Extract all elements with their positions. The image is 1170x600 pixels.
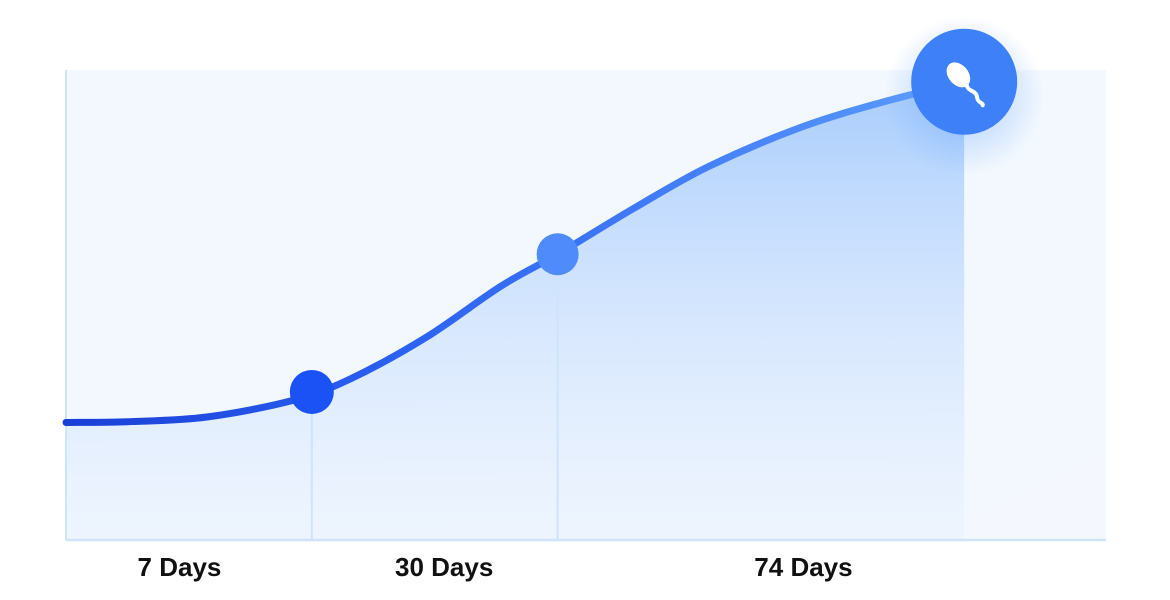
sperm-icon-head xyxy=(946,62,971,88)
data-marker xyxy=(289,369,334,414)
x-tick-label: 7 Days xyxy=(137,552,222,582)
x-tick-label: 74 Days xyxy=(754,552,853,582)
series-line xyxy=(62,78,968,426)
data-marker xyxy=(536,233,579,276)
sperm-icon xyxy=(946,62,985,108)
sperm-icon-tail xyxy=(964,82,985,108)
x-tick-label: 30 Days xyxy=(395,552,494,582)
series-area xyxy=(66,81,965,540)
